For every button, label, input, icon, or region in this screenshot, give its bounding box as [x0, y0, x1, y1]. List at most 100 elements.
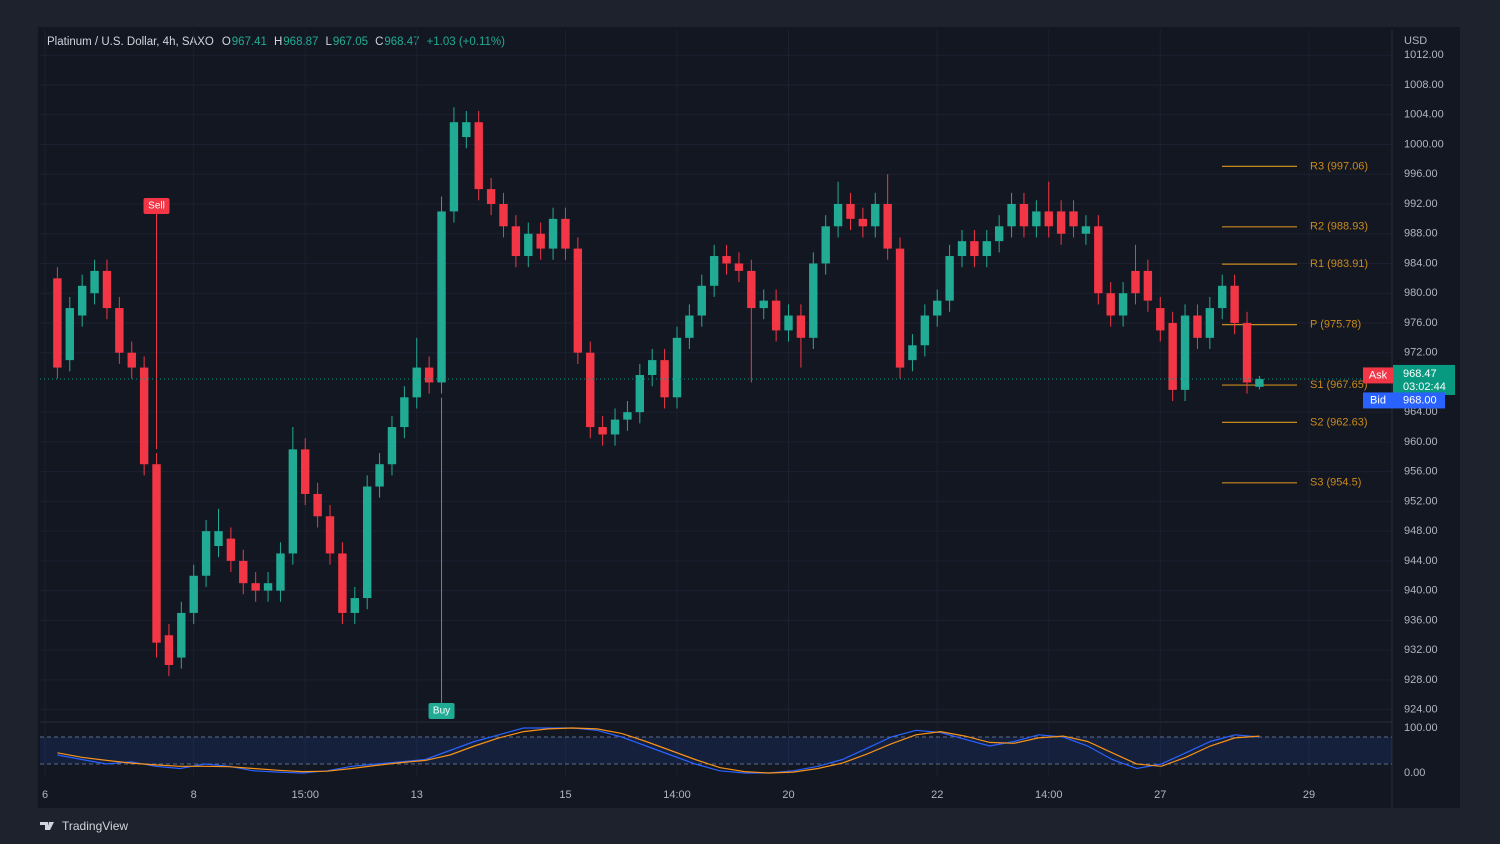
buy-label: Buy	[433, 706, 450, 717]
candle-body	[858, 218, 868, 227]
candle-body	[53, 278, 62, 368]
ask-tag	[1363, 367, 1393, 384]
y-tick-label: 932.00	[1404, 644, 1438, 656]
ohlc-value: 968.47	[384, 36, 419, 48]
candle-body	[387, 427, 397, 465]
y-tick-label: 924.00	[1404, 703, 1438, 715]
candle-body	[201, 531, 211, 576]
candle-body	[561, 218, 570, 249]
candle-body	[573, 248, 583, 353]
sell-badge	[143, 198, 170, 214]
symbol: Platinum / U.S. Dollar, 4h, SAXO	[47, 36, 214, 48]
candle-body	[536, 233, 545, 249]
candle-body	[400, 397, 409, 428]
bid-price-tag	[1393, 392, 1445, 409]
bid-name: Bid	[1370, 394, 1386, 406]
candle-body	[610, 419, 620, 435]
x-tick-label: 20	[782, 789, 794, 801]
x-tick-label: 8	[191, 789, 197, 801]
candle-body	[1094, 226, 1103, 294]
y-tick-label: 956.00	[1404, 466, 1438, 478]
candle-body	[809, 263, 818, 338]
pivot-label: R1 (983.91)	[1310, 258, 1368, 270]
candle-body	[239, 560, 248, 584]
candle-body	[883, 203, 892, 249]
candle-body	[908, 345, 917, 361]
candle-body	[994, 226, 1004, 242]
y-tick-label: 992.00	[1404, 198, 1438, 210]
candle-body	[102, 270, 112, 309]
y-tick-label: 1008.00	[1404, 79, 1444, 91]
candle-body	[524, 233, 533, 257]
footer-brand: TradingView	[62, 819, 128, 833]
candle-body	[945, 256, 954, 301]
ask-name: Ask	[1369, 369, 1388, 381]
candle-body	[139, 367, 149, 465]
candle-body	[301, 449, 310, 494]
candle-body	[263, 583, 273, 591]
pivot-label: P (975.78)	[1310, 318, 1361, 330]
candle-body	[1081, 226, 1091, 234]
candle-body	[1143, 270, 1153, 301]
y-tick-label: 1012.00	[1404, 49, 1444, 61]
candle-body	[895, 248, 905, 368]
candle-body	[251, 583, 260, 591]
candle-body	[709, 256, 719, 286]
y-tick-label: 952.00	[1404, 495, 1438, 507]
candle-body	[747, 270, 756, 309]
candle-body	[784, 315, 793, 331]
candle-body	[77, 285, 87, 316]
candle-body	[586, 352, 595, 428]
candle-body	[462, 122, 471, 138]
candle-body	[796, 315, 806, 338]
candle-body	[313, 493, 322, 517]
x-tick-label: 13	[411, 789, 423, 801]
candle-body	[672, 337, 682, 398]
x-tick-label: 15:00	[291, 789, 319, 801]
sell-label: Sell	[148, 201, 165, 212]
oscillator-line	[57, 727, 1260, 774]
x-tick-label: 27	[1154, 789, 1166, 801]
y-tick-label: 948.00	[1404, 525, 1438, 537]
legend-header: Platinum / U.S. Dollar, 4h, SAXO O 967.41…	[47, 36, 505, 48]
candle-body	[623, 412, 632, 420]
candle-body	[177, 612, 186, 658]
y-tick-label: 936.00	[1404, 614, 1438, 626]
ohlc-label: O	[222, 36, 231, 48]
y-tick-label: 976.00	[1404, 317, 1438, 329]
y-tick-label: 940.00	[1404, 585, 1438, 597]
y-tick-label: 944.00	[1404, 555, 1438, 567]
candle-body	[933, 300, 942, 316]
x-tick-label: 29	[1303, 789, 1315, 801]
logo-icon	[40, 822, 54, 830]
candle-body	[1156, 308, 1165, 331]
y-tick-label: 960.00	[1404, 436, 1438, 448]
candle-body	[350, 598, 359, 613]
candle-body	[1205, 308, 1215, 338]
candle-body	[1032, 211, 1041, 227]
candle-body	[511, 226, 521, 257]
candle-body	[474, 122, 483, 190]
x-tick-label: 15	[559, 789, 571, 801]
last-price: 968.47	[1403, 368, 1437, 380]
candle-body	[1230, 285, 1239, 323]
candle-body	[362, 486, 372, 599]
y-tick-label: 996.00	[1404, 168, 1438, 180]
candle-body	[1069, 211, 1078, 227]
bid-price: 968.00	[1403, 394, 1437, 406]
candle-body	[325, 516, 335, 554]
candle-body	[226, 538, 236, 561]
candle-body	[833, 203, 843, 227]
chart-panel	[38, 27, 1460, 808]
candle-body	[648, 360, 657, 375]
candle-body	[1218, 285, 1227, 309]
candle-body	[1056, 211, 1066, 234]
ohlc-value: 967.41	[232, 36, 267, 48]
x-tick-label: 14:00	[663, 789, 691, 801]
candle-body	[846, 203, 855, 219]
candle-body	[115, 308, 124, 353]
candle-body	[486, 189, 496, 204]
candle-body	[1255, 378, 1264, 387]
candle-body	[1019, 203, 1029, 227]
